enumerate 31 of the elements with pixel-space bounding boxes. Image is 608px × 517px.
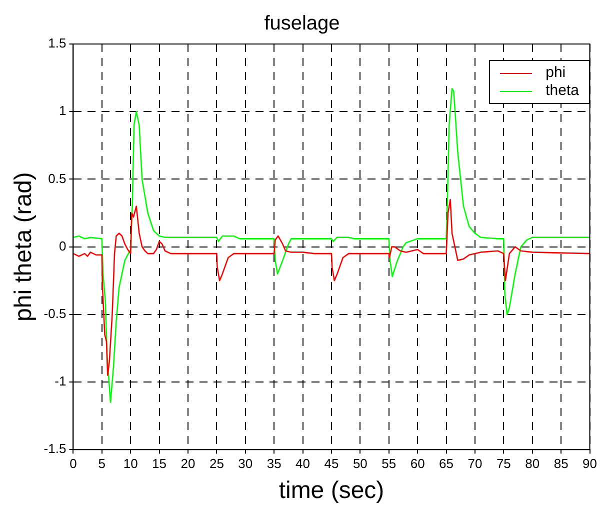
x-tick-label: 35 <box>266 456 282 471</box>
x-tick-label: 40 <box>296 456 310 471</box>
x-tick-label: 5 <box>98 456 106 471</box>
x-tick-label: 20 <box>180 456 196 471</box>
x-tick-label: 70 <box>468 456 482 471</box>
legend-label: phi <box>546 64 566 82</box>
x-tick-label: 85 <box>554 456 568 471</box>
x-tick-label: 60 <box>410 456 425 471</box>
x-tick-label: 25 <box>209 456 224 471</box>
x-tick-label: 45 <box>324 456 339 471</box>
x-tick-label: 50 <box>352 456 368 471</box>
y-tick-label: 1.5 <box>48 36 66 51</box>
x-tick-label: 55 <box>382 456 396 471</box>
x-tick-label: 75 <box>496 456 511 471</box>
x-tick-label: 90 <box>582 456 598 471</box>
y-tick-label: 0 <box>58 238 66 254</box>
x-tick-label: 80 <box>525 456 540 471</box>
y-axis-title: phi theta (rad) <box>10 172 38 322</box>
y-tick-label: -1.5 <box>44 441 66 456</box>
x-tick-label: 30 <box>238 456 253 471</box>
x-tick-label: 15 <box>152 456 167 471</box>
x-tick-label: 0 <box>70 456 77 471</box>
y-tick-label: -1 <box>54 374 66 389</box>
y-tick-label: -0.5 <box>44 306 66 321</box>
chart-title: fuselage <box>264 12 340 35</box>
x-axis-title: time (sec) <box>278 477 384 504</box>
y-tick-label: 1 <box>58 103 66 118</box>
y-tick-label: 0.5 <box>48 170 66 186</box>
x-tick-label: 65 <box>439 456 454 471</box>
legend-label: theta <box>546 82 579 100</box>
x-tick-label: 10 <box>123 456 138 471</box>
